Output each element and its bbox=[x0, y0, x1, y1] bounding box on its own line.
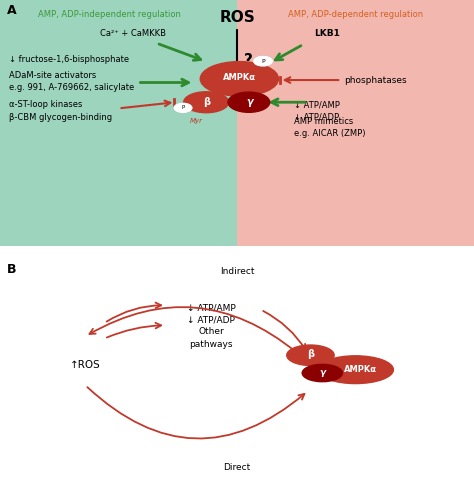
Text: B: B bbox=[7, 263, 17, 276]
Bar bbox=[0, 0, 237, 246]
Text: β: β bbox=[202, 97, 210, 107]
Text: P: P bbox=[261, 58, 265, 64]
Text: AMP, ADP-independent regulation: AMP, ADP-independent regulation bbox=[37, 10, 181, 19]
Text: ?: ? bbox=[244, 53, 253, 68]
Text: AMPKα: AMPKα bbox=[223, 73, 256, 82]
Text: LKB1: LKB1 bbox=[314, 29, 340, 38]
Ellipse shape bbox=[184, 92, 228, 113]
Text: A: A bbox=[7, 4, 17, 17]
Text: Ca²⁺ + CaMKKB: Ca²⁺ + CaMKKB bbox=[100, 29, 166, 38]
Text: ↓ ATP/AMP
↓ ATP/ADP: ↓ ATP/AMP ↓ ATP/ADP bbox=[187, 303, 235, 325]
Ellipse shape bbox=[318, 356, 393, 384]
Text: ↓ fructose-1,6-bisphosphate: ↓ fructose-1,6-bisphosphate bbox=[9, 55, 129, 64]
Text: Myr: Myr bbox=[190, 118, 203, 124]
Ellipse shape bbox=[287, 345, 334, 366]
Text: AMPKα: AMPKα bbox=[344, 365, 377, 374]
Text: phosphatases: phosphatases bbox=[344, 75, 406, 85]
Text: ROS: ROS bbox=[219, 10, 255, 25]
Ellipse shape bbox=[302, 364, 342, 382]
Text: γ: γ bbox=[319, 368, 325, 377]
Text: Direct: Direct bbox=[223, 463, 251, 472]
Ellipse shape bbox=[201, 61, 279, 96]
Text: ↓ ATP/AMP
↓ ATP/ADP: ↓ ATP/AMP ↓ ATP/ADP bbox=[294, 101, 340, 122]
Text: AMP mimetics
e.g. AICAR (ZMP): AMP mimetics e.g. AICAR (ZMP) bbox=[294, 117, 365, 138]
Ellipse shape bbox=[228, 92, 270, 113]
Text: ADaM-site activators
e.g. 991, A-769662, salicylate: ADaM-site activators e.g. 991, A-769662,… bbox=[9, 71, 135, 92]
Text: γ: γ bbox=[246, 97, 253, 107]
Text: AMP, ADP-dependent regulation: AMP, ADP-dependent regulation bbox=[288, 10, 423, 19]
Circle shape bbox=[174, 103, 192, 113]
Text: α-ST-loop kinases
β-CBM glycogen-binding: α-ST-loop kinases β-CBM glycogen-binding bbox=[9, 100, 113, 122]
Text: β: β bbox=[307, 349, 314, 359]
Circle shape bbox=[254, 56, 273, 66]
Text: ↑ROS: ↑ROS bbox=[70, 360, 100, 370]
Text: P: P bbox=[182, 105, 184, 111]
Text: Indirect: Indirect bbox=[220, 268, 254, 276]
Bar bbox=[237, 0, 474, 246]
Text: Other
pathways: Other pathways bbox=[189, 327, 233, 349]
